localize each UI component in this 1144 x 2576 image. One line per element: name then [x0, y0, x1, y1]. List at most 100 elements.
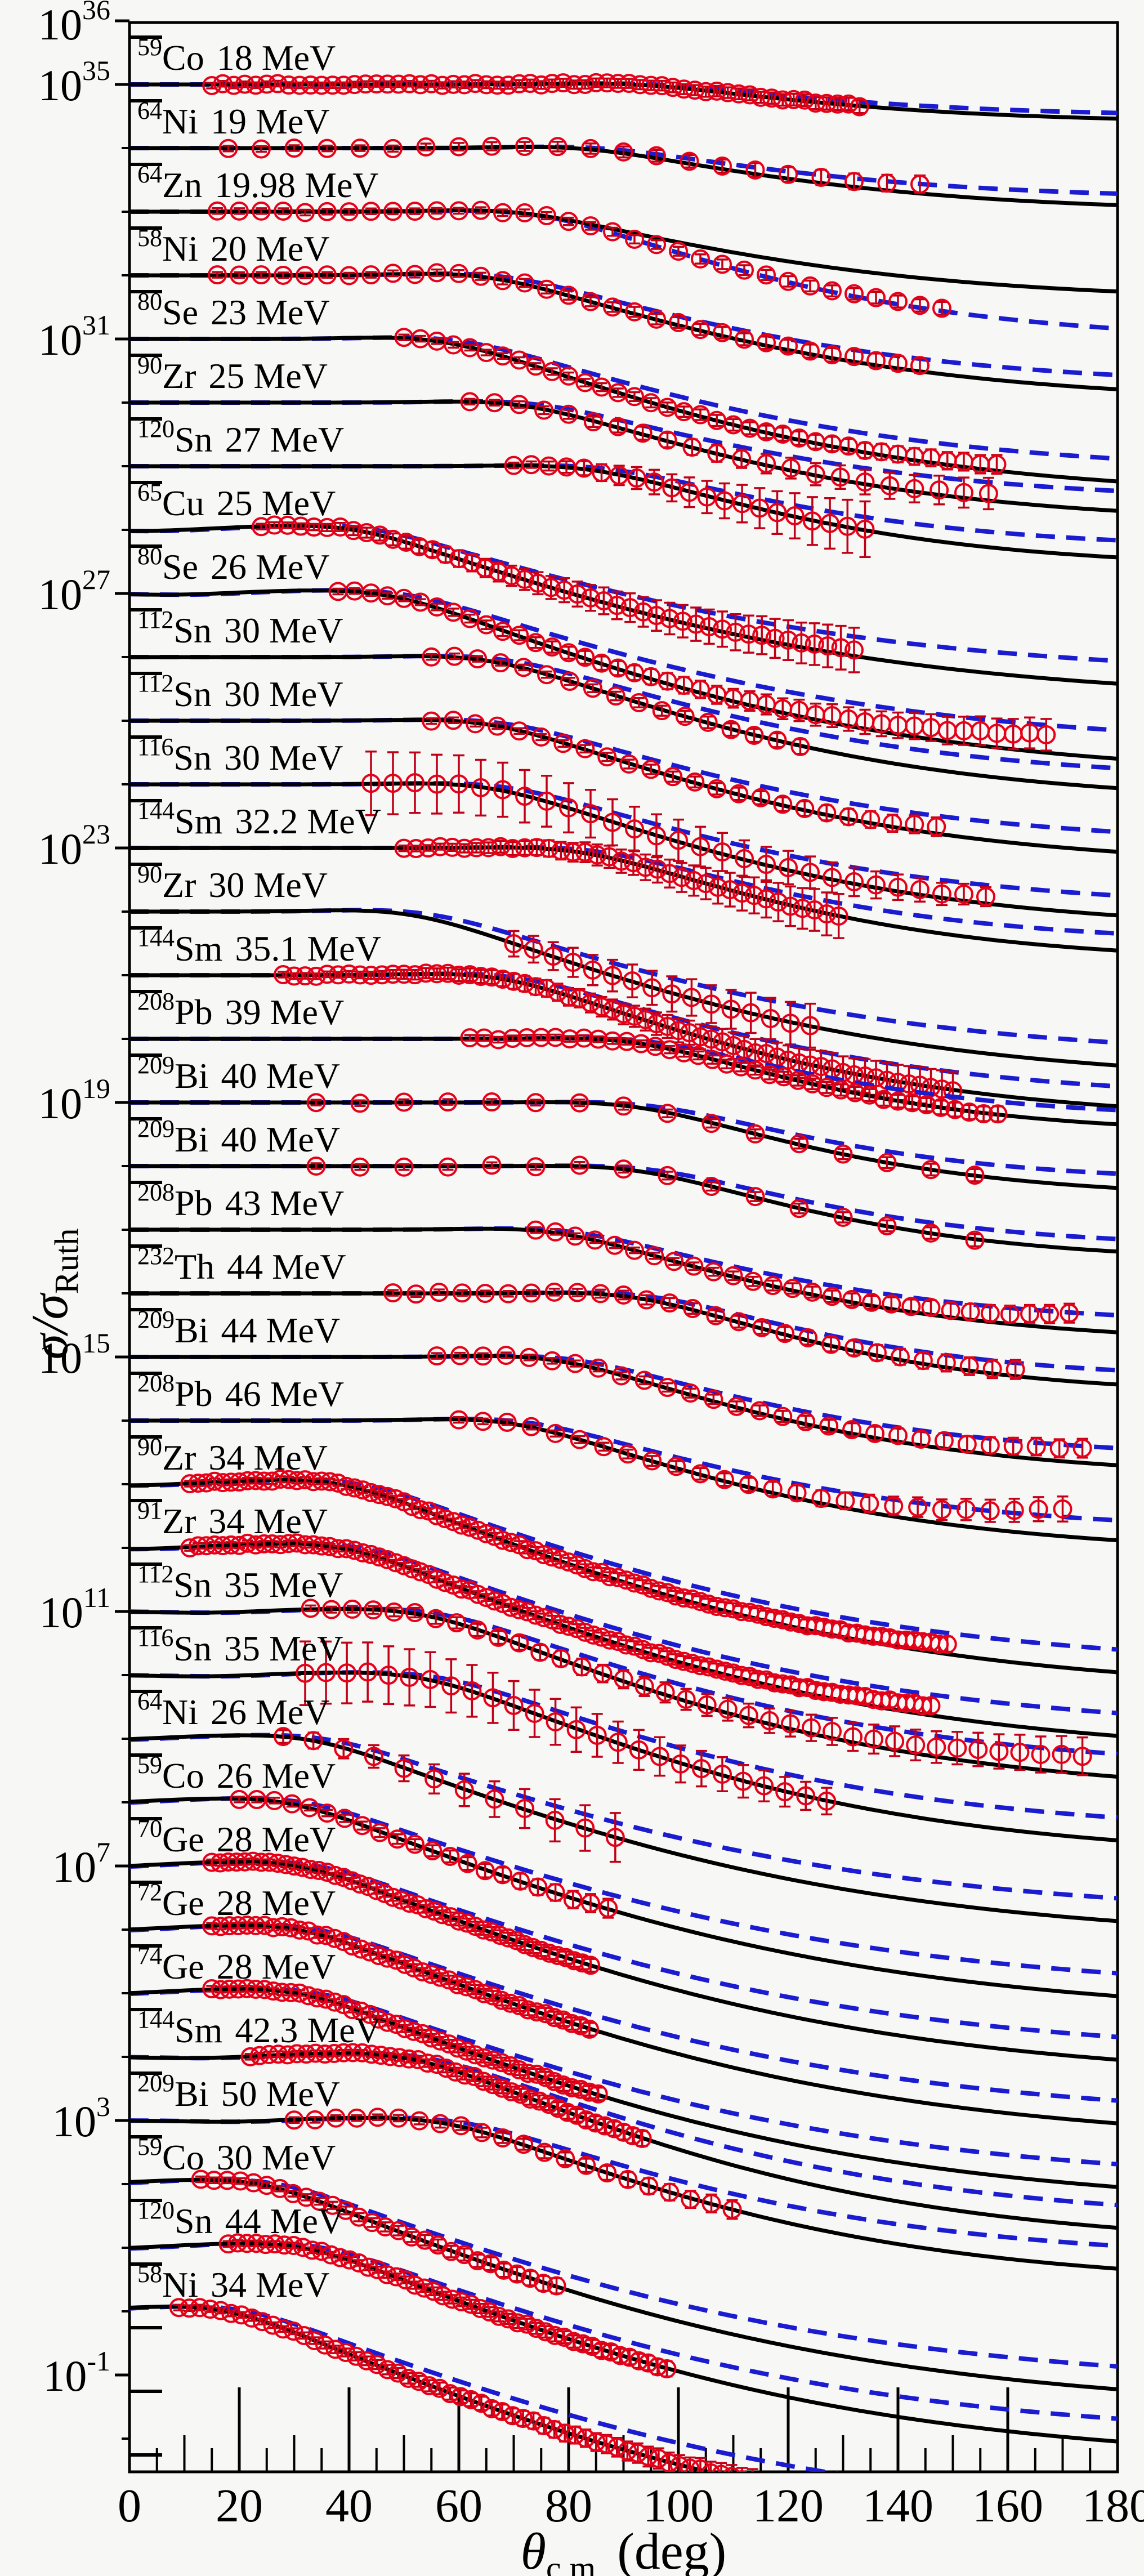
data-point — [795, 798, 815, 818]
data-point — [842, 1420, 862, 1440]
data-point — [917, 1095, 936, 1114]
data-point — [913, 1351, 933, 1370]
data-point — [479, 838, 498, 858]
data-point — [598, 1899, 618, 1918]
data-point — [691, 405, 710, 425]
data-point — [342, 1936, 362, 1956]
data-point — [877, 1153, 897, 1172]
data-point — [646, 1037, 665, 1056]
data-point — [502, 2082, 521, 2102]
data-point — [334, 2043, 354, 2062]
data-point — [230, 201, 249, 221]
data-point — [489, 1030, 508, 1050]
data-point — [427, 774, 446, 794]
data-point — [511, 1871, 530, 1891]
data-points — [394, 328, 1007, 474]
data-point — [307, 1988, 327, 2008]
data-point — [745, 1187, 765, 1207]
data-point — [298, 1986, 318, 2006]
data-point — [752, 626, 772, 645]
data-point — [290, 1983, 310, 2003]
data-point — [890, 1347, 910, 1367]
data-point — [427, 2055, 446, 2074]
data-point — [581, 804, 600, 824]
data-point — [708, 877, 728, 897]
data-point — [573, 1953, 592, 1973]
data-point — [575, 1818, 595, 1838]
data-point — [526, 977, 546, 997]
data-point — [544, 2008, 564, 2028]
data-point — [517, 1028, 537, 1048]
data-points — [422, 711, 946, 837]
data-point — [384, 1602, 404, 1622]
data-point — [714, 1470, 734, 1489]
data-point — [796, 1412, 816, 1431]
data-point — [539, 2095, 558, 2114]
data-point — [689, 1046, 708, 1065]
curves-layer — [129, 73, 1118, 2472]
data-point — [880, 476, 900, 495]
data-point — [460, 1028, 480, 1048]
data-point — [360, 2004, 380, 2024]
data-point — [603, 1031, 622, 1051]
data-point — [342, 2000, 362, 2020]
data-points — [218, 136, 930, 194]
data-point — [664, 1252, 684, 1271]
data-point — [504, 934, 524, 954]
model-curve-solid — [129, 845, 1118, 953]
data-point — [627, 468, 646, 488]
data-point — [364, 1747, 383, 1766]
data-point — [537, 791, 556, 811]
y-tick-label: 1019 — [38, 1073, 110, 1128]
data-point — [406, 839, 426, 859]
data-point — [1049, 1439, 1069, 1458]
data-point — [432, 75, 452, 95]
data-point — [531, 75, 551, 95]
data-point — [831, 1080, 851, 1100]
data-point — [729, 1312, 749, 1332]
data-point — [581, 588, 600, 608]
data-point — [452, 1283, 472, 1303]
data-points — [504, 455, 875, 539]
data-point — [515, 974, 534, 993]
data-point — [438, 963, 458, 983]
data-point — [713, 323, 732, 342]
series-144Sm-12 — [129, 837, 1118, 953]
data-point — [350, 1093, 370, 1113]
data-point — [282, 1794, 302, 1814]
data-point — [605, 1235, 624, 1255]
data-point — [462, 1681, 482, 1700]
data-point — [968, 1740, 988, 1760]
data-point — [400, 1667, 419, 1687]
data-point — [347, 2108, 367, 2128]
data-point — [655, 1682, 675, 1702]
series-90Zr-22 — [129, 1470, 1118, 1675]
x-tick-label: 140 — [863, 2480, 933, 2532]
data-point — [624, 853, 644, 873]
data-point — [844, 872, 864, 892]
data-point — [773, 1407, 793, 1426]
data-point — [475, 1284, 495, 1303]
data-point — [358, 1662, 378, 1682]
data-point — [427, 1506, 446, 1526]
data-point — [427, 263, 446, 283]
data-points — [427, 1346, 1092, 1458]
data-point — [885, 1731, 905, 1751]
data-point — [378, 1948, 397, 1968]
data-points — [306, 1155, 985, 1250]
data-point — [631, 1034, 651, 1053]
data-point — [511, 2084, 531, 2104]
data-point — [899, 1074, 919, 1094]
data-point — [874, 1090, 893, 1109]
data-point — [594, 1437, 614, 1457]
data-point — [691, 1464, 710, 1484]
data-point — [492, 2053, 512, 2073]
data-point — [729, 784, 749, 803]
data-point — [735, 849, 754, 868]
data-point — [788, 1070, 808, 1090]
data-point — [272, 1917, 292, 1936]
data-point — [608, 1733, 628, 1752]
data-point — [501, 1533, 521, 1552]
series-91Zr-23 — [129, 1533, 1118, 1738]
data-point — [570, 1155, 589, 1175]
